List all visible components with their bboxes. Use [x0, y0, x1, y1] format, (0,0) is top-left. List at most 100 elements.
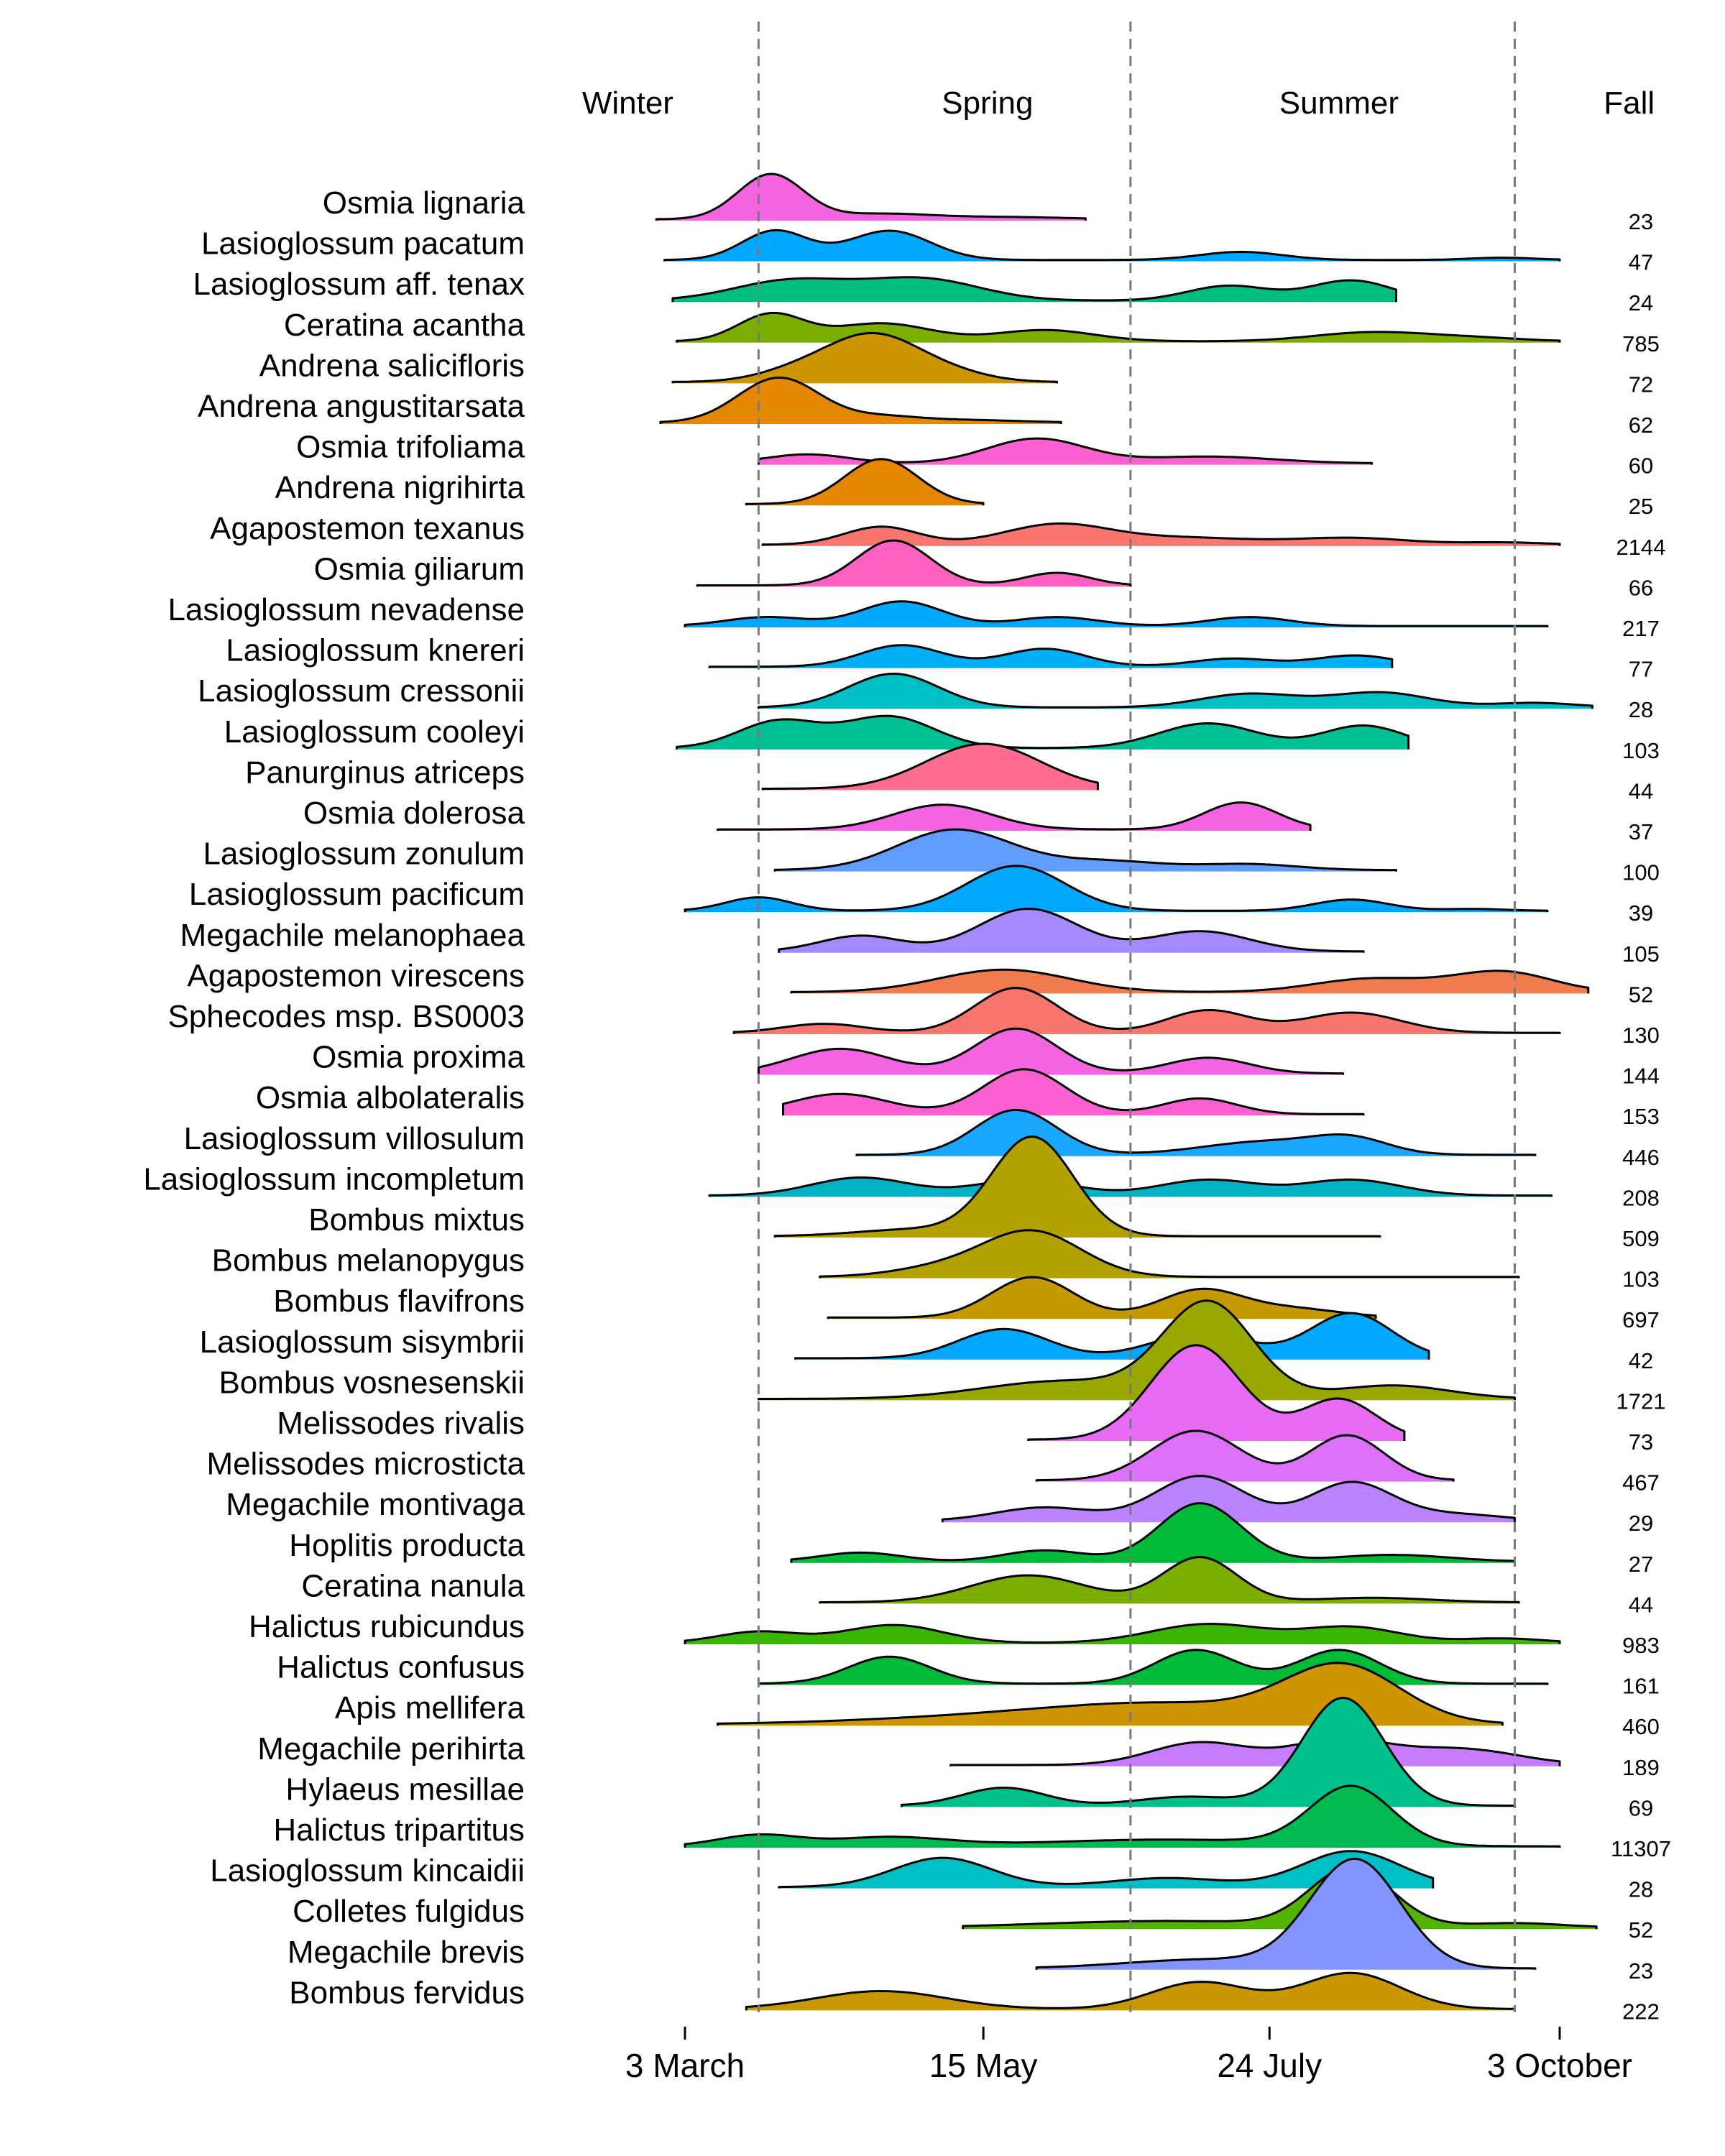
sample-count: 785	[1622, 331, 1660, 356]
sample-count: 42	[1629, 1348, 1653, 1373]
species-label: Hoplitis producta	[289, 1528, 525, 1563]
species-label: Panurginus atriceps	[245, 755, 525, 790]
species-label: Agapostemon texanus	[210, 511, 525, 546]
species-label: Melissodes microsticta	[206, 1447, 525, 1482]
species-label: Lasioglossum knereri	[226, 633, 525, 668]
sample-count: 983	[1622, 1633, 1660, 1658]
sample-count: 73	[1629, 1429, 1653, 1455]
species-label: Lasioglossum villosulum	[184, 1121, 525, 1156]
species-label: Bombus melanopygus	[212, 1243, 525, 1279]
ridge-fill	[664, 230, 1560, 262]
ridge-outline	[773, 1135, 1381, 1238]
ridge-fill	[746, 1973, 1515, 2011]
ridge-outline	[761, 742, 1099, 791]
ridge-fill	[791, 1503, 1515, 1563]
species-label: Bombus fervidus	[289, 1975, 525, 2010]
ridge-outline	[717, 1662, 1504, 1726]
sample-count: 23	[1629, 1958, 1653, 1984]
sample-count: 2144	[1616, 535, 1666, 560]
sample-count: 460	[1622, 1714, 1660, 1739]
x-tick-label: 3 October	[1487, 2047, 1632, 2084]
ridge-outline	[684, 865, 1549, 913]
sample-count: 28	[1629, 697, 1653, 722]
sample-count: 72	[1629, 372, 1653, 397]
ridge-fill	[746, 459, 984, 506]
sample-count: 27	[1629, 1552, 1653, 1577]
ridge-outline	[962, 1866, 1598, 1930]
species-label: Lasioglossum nevadense	[167, 592, 525, 627]
species-label: Lasioglossum cooleyi	[224, 714, 525, 750]
sample-count: 44	[1629, 778, 1653, 803]
sample-count: 100	[1622, 860, 1660, 885]
ridges-layer	[655, 172, 1598, 2011]
ridge-outline	[790, 968, 1590, 994]
ridge-outline	[1027, 1344, 1406, 1441]
ridge-fill	[734, 987, 1560, 1034]
x-axis: 3 March 15 May 24 July 3 October	[625, 2027, 1632, 2084]
ridge-fill	[685, 865, 1547, 913]
sample-count: 52	[1629, 982, 1653, 1007]
ridge-fill	[856, 1110, 1535, 1156]
sample-count: 37	[1629, 819, 1653, 844]
season-label: Spring	[942, 86, 1033, 121]
ridge-outline	[676, 311, 1561, 343]
ridge-fill	[763, 523, 1560, 546]
ridge-fill	[1028, 1345, 1404, 1441]
ridge-outline	[1035, 1429, 1455, 1482]
ridge-fill	[763, 744, 1098, 791]
ridge-outline	[696, 539, 1132, 587]
species-label: Bombus vosnesenskii	[218, 1365, 525, 1400]
ridge-outline	[757, 1027, 1345, 1075]
sample-count: 39	[1629, 900, 1653, 926]
sample-count: 60	[1629, 453, 1653, 479]
species-label: Bombus flavifrons	[273, 1284, 525, 1319]
species-label: Osmia trifoliama	[296, 430, 525, 465]
ridge-outline	[790, 1502, 1516, 1563]
ridge-outline	[684, 1784, 1561, 1848]
species-labels: Osmia lignaria Lasioglossum pacatum Lasiog…	[143, 185, 525, 2010]
species-label: Megachile melanophaea	[180, 918, 525, 953]
ridge-outline	[745, 1971, 1516, 2011]
species-label: Sphecodes msp. BS0003	[167, 999, 525, 1034]
species-label: Osmia albolateralis	[256, 1080, 525, 1115]
sample-count: 69	[1629, 1795, 1653, 1820]
sample-count: 29	[1629, 1511, 1653, 1536]
species-label: Osmia proxima	[312, 1040, 525, 1075]
ridge-fill	[795, 1313, 1429, 1360]
sample-count: 103	[1622, 738, 1660, 763]
ridge-outline	[745, 458, 985, 506]
x-tick-label: 15 May	[929, 2047, 1038, 2084]
ridge-outline	[671, 331, 1058, 384]
species-label: Halictus rubicundus	[249, 1609, 525, 1644]
ridge-outline	[732, 987, 1561, 1034]
sample-count: 105	[1622, 941, 1660, 967]
sample-count: 509	[1622, 1226, 1660, 1251]
x-tick-label: 24 July	[1217, 2047, 1322, 2084]
sample-counts: 23 47 24 785 72 62 60 25 2144 66 217 77 28 103 44 37 100…	[1611, 209, 1671, 2024]
species-label: Lasioglossum kincaidii	[210, 1853, 525, 1889]
species-label: Lasioglossum incompletum	[143, 1161, 525, 1197]
ridge-fill	[901, 1697, 1515, 1807]
sample-count: 1721	[1616, 1388, 1666, 1414]
season-labels: Winter Spring Summer Fall	[582, 86, 1655, 121]
sample-count: 467	[1622, 1470, 1660, 1496]
ridge-outline	[757, 1299, 1516, 1401]
species-label: Halictus confusus	[277, 1650, 525, 1685]
ridge-fill	[709, 1177, 1552, 1197]
ridge-outline	[757, 673, 1593, 709]
sample-count: 47	[1629, 250, 1653, 275]
ridge-fill	[791, 969, 1588, 994]
species-label: Osmia dolerosa	[303, 796, 525, 831]
ridge-fill	[828, 1277, 1376, 1319]
species-label: Apis mellifera	[335, 1690, 525, 1726]
ridge-fill	[685, 1785, 1560, 1848]
ridge-outline	[773, 828, 1397, 872]
ridge-outline	[708, 1176, 1553, 1197]
sample-count: 161	[1622, 1674, 1660, 1699]
ridge-outline	[659, 377, 1062, 424]
species-label: Melissodes rivalis	[277, 1406, 525, 1441]
sample-count: 153	[1622, 1104, 1660, 1129]
species-label: Halictus tripartitus	[273, 1812, 525, 1848]
species-label: Andrena angustitarsata	[198, 389, 525, 424]
